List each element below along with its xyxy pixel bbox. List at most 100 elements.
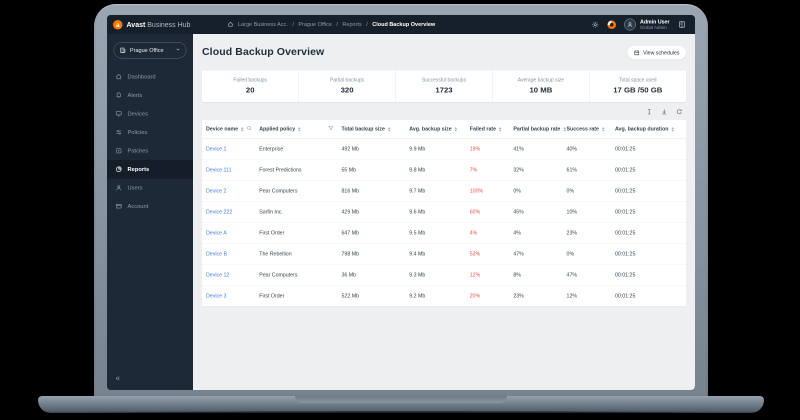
site-selector-label: Prague Office bbox=[130, 47, 164, 54]
sort-icon[interactable] bbox=[601, 126, 605, 132]
sort-icon[interactable] bbox=[387, 126, 391, 132]
cell-avg-backup-size: 9.5 Mb bbox=[409, 229, 426, 236]
sort-icon[interactable] bbox=[563, 126, 567, 132]
cell-partial-backup-rate: 45% bbox=[513, 208, 524, 215]
refresh-icon[interactable] bbox=[676, 108, 684, 116]
user-menu[interactable]: Admin User Global Admin bbox=[624, 18, 670, 31]
sidebar-item-label: Account bbox=[127, 203, 149, 210]
brand-bold: Avast bbox=[126, 20, 146, 29]
table-row[interactable]: Device B The Rebellion 798 Mb 9.4 Mb 53%… bbox=[202, 244, 686, 265]
column-header-failed-rate[interactable]: Failed rate bbox=[466, 126, 510, 132]
device-link[interactable]: Device 1 bbox=[206, 145, 227, 152]
table-row[interactable]: Device 3 First Order 522 Mb 9.2 Mb 20% 2… bbox=[202, 286, 686, 307]
cell-total-backup-size: 55 Mb bbox=[341, 166, 357, 173]
table-row[interactable]: Device 222 Sarfin Inc. 429 Mb 9.6 Mb 60%… bbox=[202, 202, 686, 223]
cell-avg-backup-size: 9.3 Mb bbox=[409, 271, 426, 278]
column-header-device-name[interactable]: Device name bbox=[202, 126, 255, 133]
laptop-base bbox=[38, 396, 764, 413]
sidebar: Prague Office Dashboard Alerts bbox=[107, 34, 193, 390]
table-row[interactable]: Device 1 Enterprise 492 Mb 9.9 Mb 19% 41… bbox=[202, 139, 686, 160]
cell-partial-backup-rate: 32% bbox=[513, 166, 524, 173]
device-link[interactable]: Device B bbox=[206, 250, 228, 257]
sidebar-item-alerts[interactable]: Alerts bbox=[107, 86, 193, 105]
cell-avg-backup-duration: 00:01:25 bbox=[614, 187, 636, 194]
cell-success-rate: 12% bbox=[566, 292, 578, 299]
cell-avg-backup-size: 9.9 Mb bbox=[409, 145, 426, 152]
stat-value: 17 GB /50 GB bbox=[613, 86, 663, 95]
cell-applied-policy: Enterprise bbox=[259, 145, 284, 152]
table-row[interactable]: Device 111 Forest Predictions 55 Mb 9.8 … bbox=[202, 160, 686, 181]
cell-avg-backup-duration: 00:01:25 bbox=[614, 145, 636, 152]
site-selector[interactable]: Prague Office bbox=[113, 42, 187, 59]
device-link[interactable]: Device 3 bbox=[206, 292, 227, 299]
stat-failed-backups: Failed backups 20 bbox=[202, 71, 298, 103]
table-row[interactable]: Device 12 Pear Computers 36 Mb 9.3 Mb 12… bbox=[202, 265, 686, 286]
sidebar-item-account[interactable]: Account bbox=[107, 197, 193, 216]
device-link[interactable]: Device 222 bbox=[206, 208, 233, 215]
stat-label: Total space used bbox=[619, 77, 657, 84]
cell-failed-rate: 100% bbox=[469, 187, 484, 194]
gear-icon[interactable] bbox=[591, 20, 600, 29]
sort-icon[interactable] bbox=[454, 126, 458, 132]
table-body: Device 1 Enterprise 492 Mb 9.9 Mb 19% 41… bbox=[202, 139, 686, 307]
device-link[interactable]: Device 111 bbox=[206, 166, 232, 173]
cell-success-rate: 47% bbox=[566, 271, 578, 278]
building-icon bbox=[120, 47, 126, 53]
view-schedules-button[interactable]: View schedules bbox=[627, 46, 686, 60]
cell-failed-rate: 20% bbox=[469, 292, 481, 299]
sort-icon[interactable] bbox=[671, 126, 675, 132]
usage-donut-icon[interactable] bbox=[607, 20, 617, 29]
home-icon bbox=[116, 73, 122, 80]
column-settings-icon[interactable] bbox=[646, 108, 654, 116]
cell-total-backup-size: 798 Mb bbox=[341, 250, 360, 257]
column-header-applied-policy[interactable]: Applied policy bbox=[255, 126, 337, 133]
cell-success-rate: 10% bbox=[566, 208, 578, 215]
sidebar-collapse-button[interactable]: « bbox=[115, 374, 120, 383]
cell-avg-backup-duration: 00:01:25 bbox=[614, 229, 636, 236]
cell-total-backup-size: 429 Mb bbox=[341, 208, 360, 215]
sidebar-item-dashboard[interactable]: Dashboard bbox=[107, 68, 193, 87]
column-header-avg-backup-size[interactable]: Avg. backup size bbox=[405, 126, 466, 132]
sidebar-item-label: Patches bbox=[127, 147, 149, 154]
stat-label: Successful backups bbox=[421, 77, 467, 84]
breadcrumb-item[interactable]: Prague Office bbox=[298, 21, 332, 28]
brand: a Avast Business Hub bbox=[113, 19, 227, 30]
table-row[interactable]: Device A First Order 647 Mb 9.5 Mb 4% 4%… bbox=[202, 223, 686, 244]
sort-icon[interactable] bbox=[498, 126, 503, 132]
sidebar-item-policies[interactable]: Policies bbox=[107, 123, 193, 142]
search-icon[interactable] bbox=[247, 126, 253, 133]
sidebar-item-patches[interactable]: Patches bbox=[107, 142, 193, 161]
export-icon[interactable] bbox=[661, 108, 669, 116]
stat-average-backup-size: Average backup size 10 MB bbox=[492, 70, 589, 102]
patch-icon bbox=[116, 148, 122, 154]
home-icon[interactable] bbox=[227, 21, 234, 28]
chevron-down-icon bbox=[176, 47, 181, 54]
device-link[interactable]: Device 12 bbox=[206, 271, 230, 278]
sidebar-item-reports[interactable]: Reports bbox=[107, 160, 193, 179]
device-link[interactable]: Device A bbox=[206, 229, 227, 236]
sidebar-item-users[interactable]: Users bbox=[107, 179, 193, 198]
card-icon bbox=[116, 204, 122, 209]
laptop-base-notch bbox=[295, 396, 507, 403]
console-switcher-icon[interactable] bbox=[678, 20, 687, 29]
backup-table: Device name Applied policy Total backup bbox=[202, 120, 686, 307]
breadcrumb-item[interactable]: Large Business Acc. bbox=[238, 21, 288, 28]
breadcrumb-item[interactable]: Reports bbox=[342, 21, 362, 28]
sort-icon[interactable] bbox=[298, 126, 302, 132]
cell-success-rate: 0% bbox=[566, 187, 575, 194]
cell-total-backup-size: 492 Mb bbox=[341, 145, 360, 152]
table-row[interactable]: Device 2 Pear Computers 816 Mb 9.7 Mb 10… bbox=[202, 181, 686, 202]
cell-applied-policy: The Rebellion bbox=[259, 250, 292, 257]
stat-partial-backups: Partial backups 320 bbox=[298, 70, 395, 102]
device-link[interactable]: Device 2 bbox=[206, 187, 227, 194]
column-header-success-rate[interactable]: Success rate bbox=[563, 126, 611, 132]
sort-icon[interactable] bbox=[241, 126, 245, 132]
column-header-partial-backup-rate[interactable]: Partial backup rate bbox=[509, 126, 566, 132]
column-header-total-backup-size[interactable]: Total backup size bbox=[338, 126, 406, 132]
filter-icon[interactable] bbox=[328, 126, 334, 133]
sidebar-item-label: Users bbox=[127, 184, 143, 191]
cell-partial-backup-rate: 0% bbox=[513, 187, 521, 194]
laptop-display: a Avast Business Hub Large Business Acc.… bbox=[107, 15, 695, 390]
column-header-avg-backup-duration[interactable]: Avg. backup duration bbox=[611, 126, 686, 132]
sidebar-item-devices[interactable]: Devices bbox=[107, 105, 193, 124]
